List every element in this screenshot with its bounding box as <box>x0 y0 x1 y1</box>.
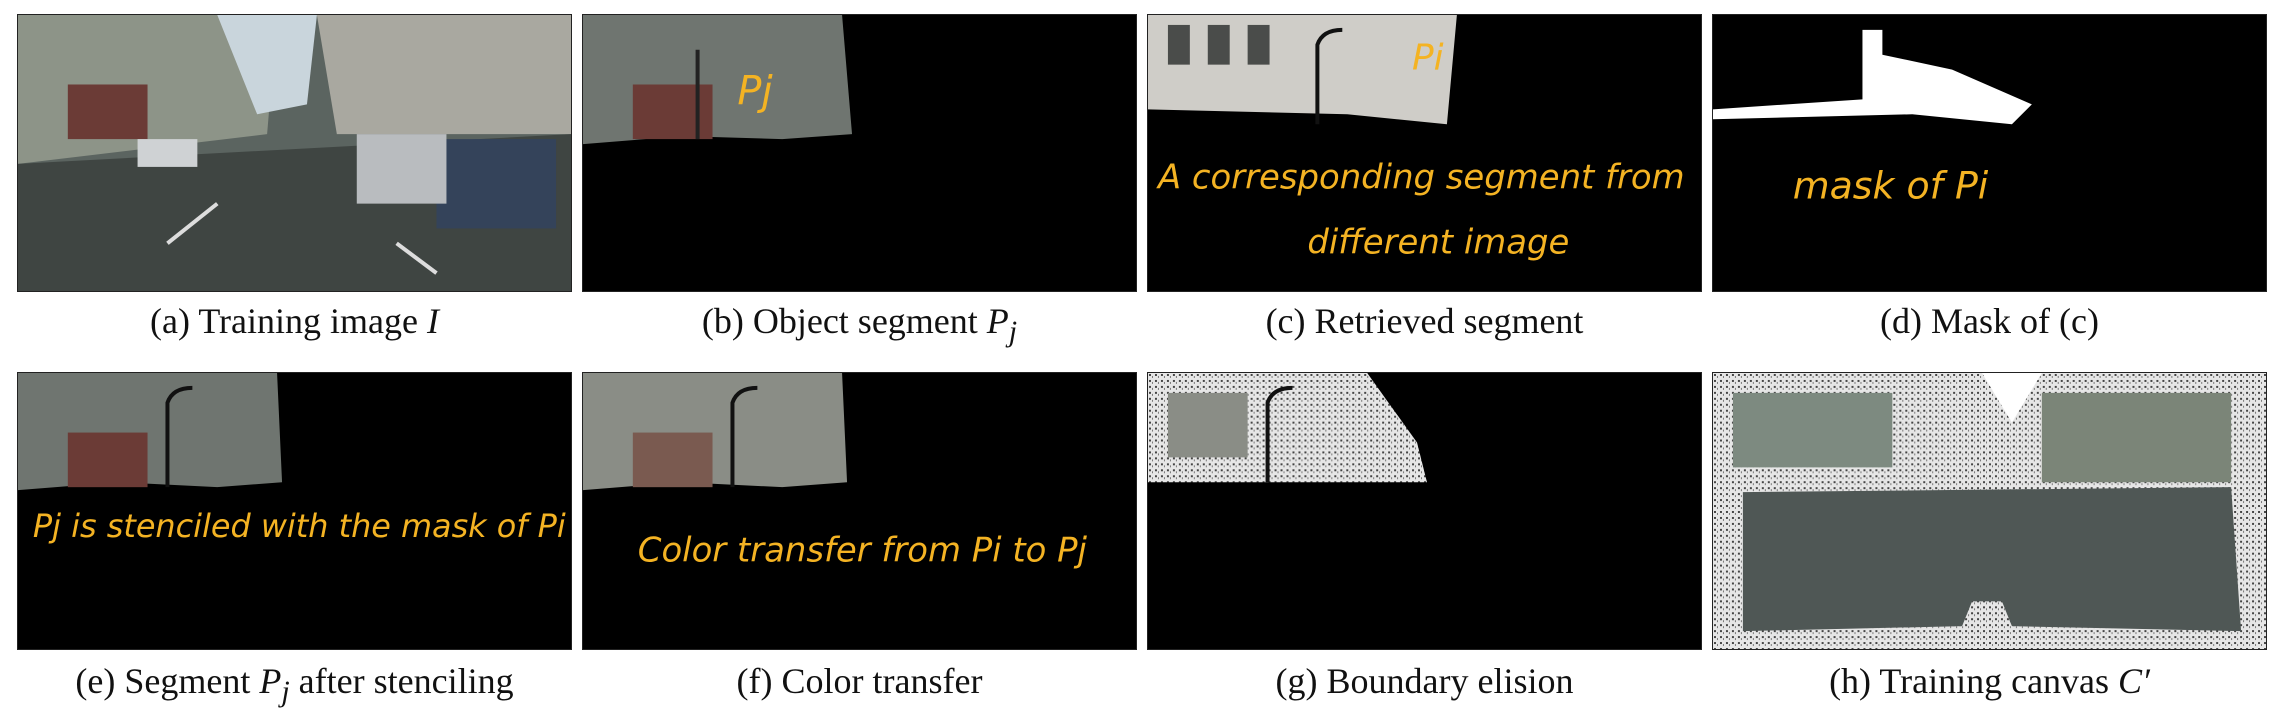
caption-e-math: P <box>259 661 282 701</box>
training-canvas-image <box>1712 372 2267 650</box>
annotation-c-line1: A corresponding segment from <box>1156 158 1685 197</box>
caption-a-text: (a) Training image <box>150 301 427 341</box>
caption-f: (f) Color transfer <box>582 660 1137 702</box>
caption-g: (g) Boundary elision <box>1147 660 1702 702</box>
caption-e-suffix: after stenciling <box>289 661 514 701</box>
annotation-c-pi: Pi <box>1412 38 1444 79</box>
caption-h-math: C′ <box>2118 661 2150 701</box>
caption-b-math: P <box>986 301 1009 341</box>
annotation-d: mask of Pi <box>1793 164 1989 208</box>
annotation-e: Pj is stenciled with the mask of Pi <box>33 507 566 545</box>
caption-b-sub: j <box>1008 315 1018 349</box>
caption-e: (e) Segment Pj after stenciling <box>17 660 572 709</box>
annotation-b-pj: Pj <box>737 68 773 114</box>
caption-e-sub: j <box>281 675 290 709</box>
annotation-f: Color transfer from Pi to Pj <box>638 531 1088 570</box>
caption-f-text: (f) Color transfer <box>736 661 983 701</box>
boundary-elision-image <box>1147 372 1702 650</box>
caption-a-math: I <box>426 301 439 341</box>
caption-h: (h) Training canvas C′ <box>1712 660 2267 702</box>
object-segment-image: Pj <box>582 14 1137 292</box>
caption-d-text: (d) Mask of (c) <box>1880 301 2099 341</box>
retrieved-segment-image: Pi A corresponding segment from differen… <box>1147 14 1702 292</box>
mask-image: mask of Pi <box>1712 14 2267 292</box>
color-transfer-image: Color transfer from Pi to Pj <box>582 372 1137 650</box>
caption-g-text: (g) Boundary elision <box>1275 661 1574 701</box>
caption-a: (a) Training image I <box>17 300 572 342</box>
caption-b-text: (b) Object segment <box>701 301 987 341</box>
caption-h-text: (h) Training canvas <box>1829 661 2119 701</box>
caption-c-text: (c) Retrieved segment <box>1265 301 1584 341</box>
caption-e-text: (e) Segment <box>75 661 260 701</box>
training-image <box>17 14 572 292</box>
caption-b: (b) Object segment Pj <box>582 300 1137 349</box>
stenciled-segment-image: Pj is stenciled with the mask of Pi <box>17 372 572 650</box>
caption-c: (c) Retrieved segment <box>1147 300 1702 342</box>
caption-d: (d) Mask of (c) <box>1712 300 2267 342</box>
annotation-c-line2: different image <box>1307 222 1569 261</box>
